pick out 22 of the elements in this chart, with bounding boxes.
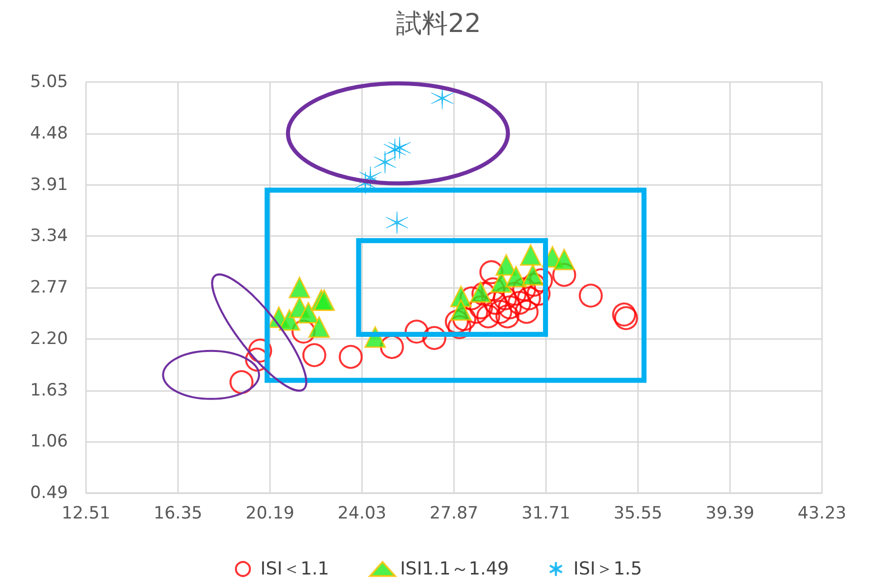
x-tick-label: 20.19 bbox=[246, 504, 294, 524]
x-tick-label: 39.39 bbox=[706, 504, 754, 524]
y-tick-label: 3.91 bbox=[30, 174, 68, 195]
y-tick-label: 2.77 bbox=[30, 278, 68, 298]
chart-title: 試料22 bbox=[396, 9, 482, 39]
x-tick-label: 31.71 bbox=[522, 504, 570, 524]
x-tick-label: 27.87 bbox=[430, 504, 478, 524]
y-tick-label: 1.06 bbox=[30, 432, 68, 452]
y-tick-label: 0.49 bbox=[30, 483, 68, 503]
x-tick-label: 43.23 bbox=[798, 504, 846, 524]
x-tick-label: 35.55 bbox=[614, 504, 662, 524]
y-tick-label: 3.34 bbox=[30, 226, 68, 246]
y-tick-label: 1.63 bbox=[30, 380, 68, 400]
y-tick-label: 2.20 bbox=[30, 328, 68, 349]
x-tick-label: 16.35 bbox=[154, 504, 202, 524]
legend-label: ISI＞1.5 bbox=[573, 558, 642, 580]
y-tick-label: 4.48 bbox=[30, 123, 68, 144]
legend-label: ISI1.1～1.49 bbox=[400, 558, 509, 580]
legend-label: ISI＜1.1 bbox=[260, 558, 330, 580]
y-tick-label: 5.05 bbox=[30, 72, 68, 92]
x-tick-label: 24.03 bbox=[338, 504, 386, 524]
x-tick-label: 12.51 bbox=[62, 504, 110, 524]
